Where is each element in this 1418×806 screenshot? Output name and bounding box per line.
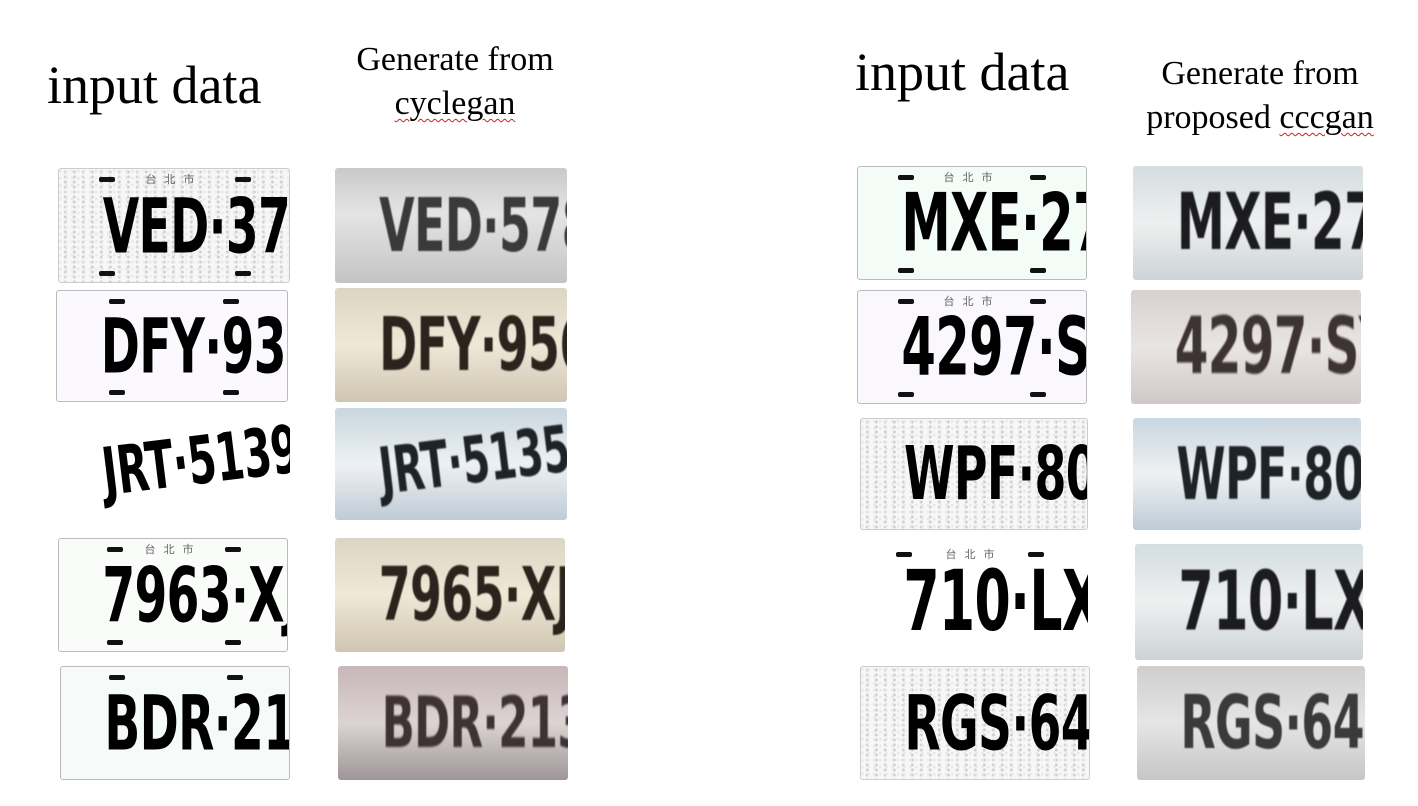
plate-number: 4297·SY	[1174, 302, 1361, 392]
right-input-plate-3: WPF·8024	[860, 418, 1088, 530]
plate-bolt	[898, 299, 914, 304]
plate-bolt	[223, 390, 239, 395]
left-generated-plate-4: 7965·XJ	[335, 538, 565, 652]
plate-bolt	[107, 640, 123, 645]
plate-city-text: 台北市	[145, 173, 203, 186]
right-generated-plate-2: 4297·SY	[1131, 290, 1361, 404]
left-generated-header: Generate from cyclegan	[330, 38, 580, 126]
right-generated-header-model: cccgan	[1279, 99, 1374, 137]
plate-bolt	[109, 675, 125, 680]
plate-city-text: 台北市	[943, 295, 1001, 308]
plate-bolt	[898, 268, 914, 273]
plate-number: DFY·9561	[379, 302, 567, 388]
plate-bolt	[107, 547, 123, 552]
plate-city-text: 台北市	[144, 543, 202, 556]
plate-number: BDR·2146	[104, 678, 290, 768]
left-generated-plate-2: DFY·9561	[335, 288, 567, 402]
plate-bolt	[898, 175, 914, 180]
plate-number: WPF·8024	[903, 431, 1087, 517]
plate-bolt	[227, 675, 243, 680]
plate-number: 7963·XJ	[102, 550, 288, 640]
right-input-plate-4: 台北市 710·LXS	[860, 544, 1088, 658]
plate-bolt	[223, 299, 239, 304]
right-input-plate-5: RGS·6413	[860, 666, 1090, 780]
plate-number: WPF·8024	[1176, 432, 1361, 516]
right-input-plate-2: 台北市 4297·SY	[857, 290, 1087, 404]
plate-bolt	[235, 177, 251, 182]
plate-bolt	[1030, 299, 1046, 304]
right-input-plate-1: 台北市 MXE·271	[857, 166, 1087, 280]
plate-bolt	[1030, 268, 1046, 273]
left-generated-plate-1: VED·578	[335, 168, 567, 283]
plate-bolt	[1028, 552, 1044, 557]
left-input-header: input data	[47, 55, 262, 115]
plate-number: VED·578	[379, 182, 567, 269]
plate-number: 4297·SY	[901, 300, 1087, 394]
right-generated-plate-4: 710·LXS	[1135, 544, 1363, 660]
plate-bolt	[99, 177, 115, 182]
plate-bolt	[225, 640, 241, 645]
right-generated-header-line1: Generate from	[1161, 55, 1359, 92]
plate-number: MXE·271	[901, 176, 1086, 270]
left-generated-plate-3: JRT·5135	[335, 408, 567, 520]
plate-number: RGS·6413	[1180, 680, 1365, 766]
plate-bolt	[898, 392, 914, 397]
plate-bolt	[235, 271, 251, 276]
plate-number: BDR·2136	[381, 682, 568, 764]
plate-number: 7965·XJ	[378, 552, 565, 638]
right-generated-header-line2: proposed cccgan	[1125, 96, 1395, 140]
plate-city-text: 台北市	[945, 548, 1003, 561]
plate-bolt	[225, 547, 241, 552]
right-input-header: input data	[855, 42, 1070, 102]
left-generated-plate-5: BDR·2136	[338, 666, 568, 780]
plate-number: JRT·5139	[97, 410, 290, 511]
plate-number: DFY·9361	[100, 301, 287, 391]
plate-number: VED·378	[102, 181, 290, 270]
right-generated-header: Generate from proposed cccgan	[1125, 52, 1395, 140]
plate-number: 710·LXS	[1178, 554, 1363, 650]
left-input-plate-4: 台北市 7963·XJ	[58, 538, 288, 652]
left-input-plate-5: BDR·2146	[60, 666, 290, 780]
right-generated-plate-3: WPF·8024	[1133, 418, 1361, 530]
plate-number: RGS·6413	[904, 678, 1090, 768]
right-generated-header-prefix: proposed	[1146, 99, 1280, 137]
plate-number: MXE·271	[1176, 178, 1363, 268]
left-input-plate-2: DFY·9361	[56, 290, 288, 402]
left-generated-header-line2: cyclegan	[394, 85, 516, 123]
plate-number: 710·LXS	[903, 552, 1088, 650]
left-input-plate-1: 台北市 VED·378	[58, 168, 290, 283]
right-generated-plate-1: MXE·271	[1133, 166, 1363, 280]
left-generated-header-line1: Generate from	[356, 41, 554, 78]
right-generated-plate-5: RGS·6413	[1137, 666, 1365, 780]
left-input-plate-3: JRT·5139	[58, 408, 290, 520]
plate-bolt	[109, 390, 125, 395]
plate-bolt	[1030, 175, 1046, 180]
plate-bolt	[1030, 392, 1046, 397]
plate-bolt	[99, 271, 115, 276]
plate-bolt	[109, 299, 125, 304]
plate-bolt	[896, 552, 912, 557]
plate-city-text: 台北市	[943, 171, 1001, 184]
plate-number: JRT·5135	[375, 412, 567, 510]
